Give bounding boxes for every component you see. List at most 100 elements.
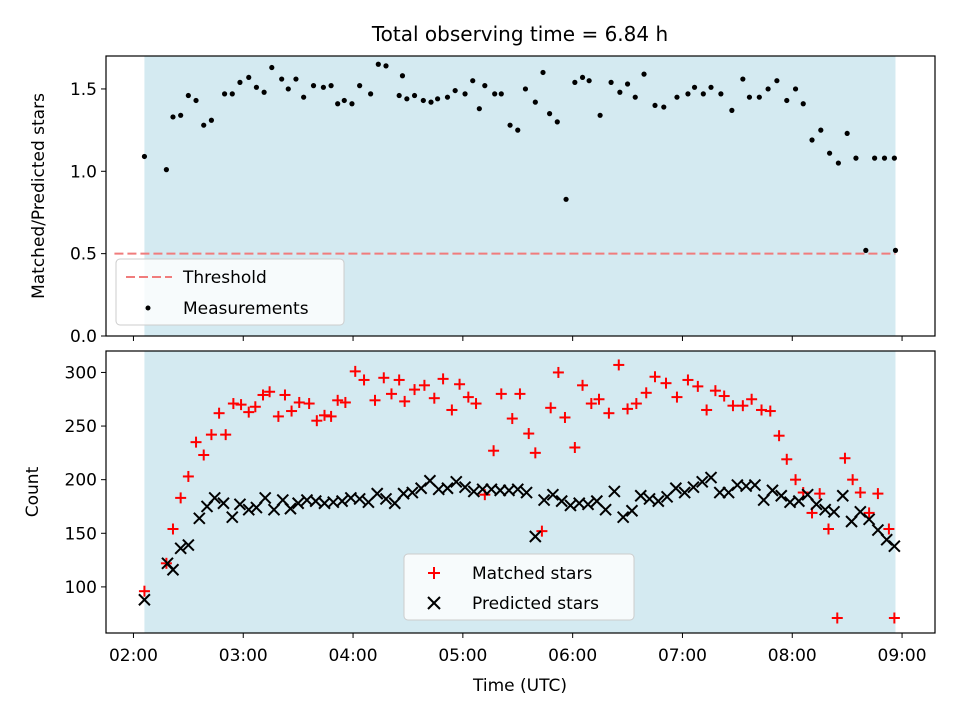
matched-star-point: [138, 585, 150, 597]
matched-star-point: [437, 373, 449, 385]
measurement-point: [774, 78, 780, 84]
measurement-point: [718, 91, 724, 97]
predicted-star-point: [687, 480, 700, 494]
measurement-point: [661, 104, 667, 110]
y-tick-label: 100: [65, 578, 97, 598]
bottom-x-axis: 02:00 03:00 04:00 05:00 06:00 07:00 08:00 09:00: [109, 633, 927, 666]
predicted-star-point: [233, 498, 247, 511]
predicted-star-point: [669, 482, 683, 495]
matched-star-point: [756, 404, 768, 416]
measurement-point: [201, 122, 207, 128]
matched-star-point: [409, 384, 421, 396]
predicted-star-point: [476, 483, 489, 496]
measurement-point: [396, 92, 402, 99]
matched-star-point: [332, 394, 344, 406]
predicted-star-point: [775, 489, 788, 502]
predicted-star-point: [555, 494, 568, 508]
matched-star-point: [495, 388, 507, 400]
matched-star-point: [311, 415, 323, 427]
measurement-point: [420, 97, 426, 104]
matched-star-point: [213, 407, 225, 419]
measurement-point: [881, 155, 888, 161]
predicted-star-point: [704, 471, 718, 484]
predicted-star-point: [450, 475, 463, 489]
predicted-star-point: [862, 513, 876, 526]
y-tick-label: 1.5: [70, 80, 97, 100]
top-y-axis-label: Matched/Predicted stars: [29, 93, 49, 299]
y-tick-label: 200: [65, 471, 97, 491]
predicted-star-point: [748, 478, 762, 492]
matched-star-point: [585, 398, 597, 410]
x-tick-label: 05:00: [438, 646, 487, 666]
measurement-point: [335, 101, 341, 107]
predicted-star-point: [250, 501, 263, 514]
matched-star-point: [773, 430, 785, 442]
measurement-point: [492, 91, 498, 97]
predicted-star-point: [599, 503, 612, 516]
measurement-point: [285, 86, 291, 92]
matched-star-point: [249, 401, 261, 413]
measurement-point: [452, 87, 458, 94]
legend-measurement-swatch: [145, 305, 151, 311]
predicted-star-point: [284, 502, 297, 515]
matched-star-point: [462, 391, 474, 403]
bottom-legend: Matched stars Predicted stars: [403, 553, 635, 621]
matched-star-point: [790, 474, 802, 486]
matched-star-point: [660, 377, 672, 389]
predicted-star-point: [441, 482, 454, 495]
matched-star-point: [325, 410, 337, 422]
matched-star-point: [536, 525, 548, 537]
measurement-point: [470, 78, 476, 84]
measurement-point: [507, 122, 513, 128]
predicted-star-point: [174, 542, 187, 555]
measurement-point: [708, 84, 714, 90]
measurement-point: [891, 155, 897, 161]
measurement-point: [163, 167, 169, 173]
measurement-point: [341, 97, 347, 104]
predicted-star-point: [608, 485, 621, 498]
matched-star-point: [279, 389, 291, 401]
measurement-point: [208, 117, 215, 123]
matched-star-point: [569, 442, 581, 454]
measurement-point: [641, 71, 647, 77]
predicted-star-point: [810, 498, 823, 511]
predicted-star-point: [138, 593, 151, 606]
measurement-point: [756, 94, 762, 100]
matched-star-point: [428, 392, 440, 404]
measurement-point: [229, 91, 235, 97]
matched-star-point: [649, 371, 661, 383]
top-legend: Threshold Measurements: [115, 258, 345, 326]
matched-star-point: [358, 374, 370, 386]
matched-star-point: [243, 406, 255, 418]
measurement-point: [800, 101, 806, 107]
measurement-point: [375, 61, 381, 67]
matched-star-point: [514, 388, 526, 400]
predicted-star-point: [406, 486, 419, 499]
bottom-y-axis: 100 150 200 250 300: [65, 363, 106, 598]
matched-star-point: [682, 374, 694, 386]
matched-star-point: [378, 372, 390, 384]
predicted-star-point: [182, 538, 195, 552]
predicted-star-point: [625, 504, 639, 517]
matched-star-point: [622, 403, 634, 415]
matched-star-point: [839, 452, 851, 464]
predicted-star-point: [458, 480, 472, 494]
predicted-star-point: [388, 497, 401, 510]
x-tick-label: 03:00: [219, 646, 268, 666]
measurement-point: [844, 130, 850, 137]
matched-star-point: [220, 429, 232, 441]
measurement-point: [237, 79, 243, 85]
matched-star-point: [764, 405, 776, 417]
measurement-point: [608, 79, 614, 85]
matched-star-point: [559, 411, 571, 423]
predicted-star-point: [208, 491, 221, 505]
predicted-star-point: [217, 497, 230, 510]
measurement-point: [700, 91, 706, 97]
y-tick-label: 0.5: [70, 245, 97, 265]
matched-star-point: [718, 390, 730, 402]
matched-star-point: [446, 404, 458, 416]
measurement-point: [498, 91, 504, 97]
bottom-legend-box: [403, 553, 635, 621]
measurement-point: [554, 119, 560, 125]
matched-star-point: [454, 378, 466, 390]
